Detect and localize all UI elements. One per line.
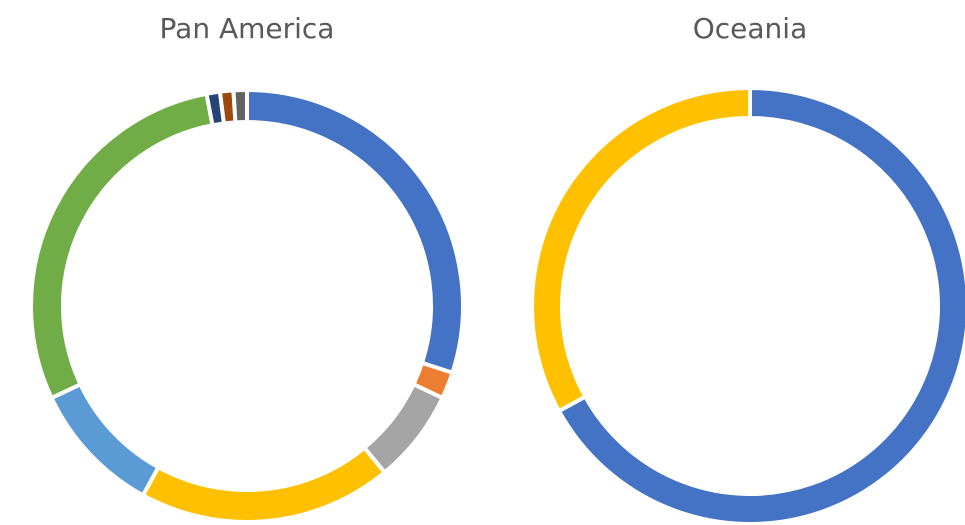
donut-segment bbox=[556, 85, 965, 525]
donut-segment bbox=[530, 85, 752, 414]
chart-title: Oceania bbox=[693, 12, 808, 45]
donut-segment bbox=[231, 87, 249, 125]
chart-title: Pan America bbox=[160, 12, 335, 45]
